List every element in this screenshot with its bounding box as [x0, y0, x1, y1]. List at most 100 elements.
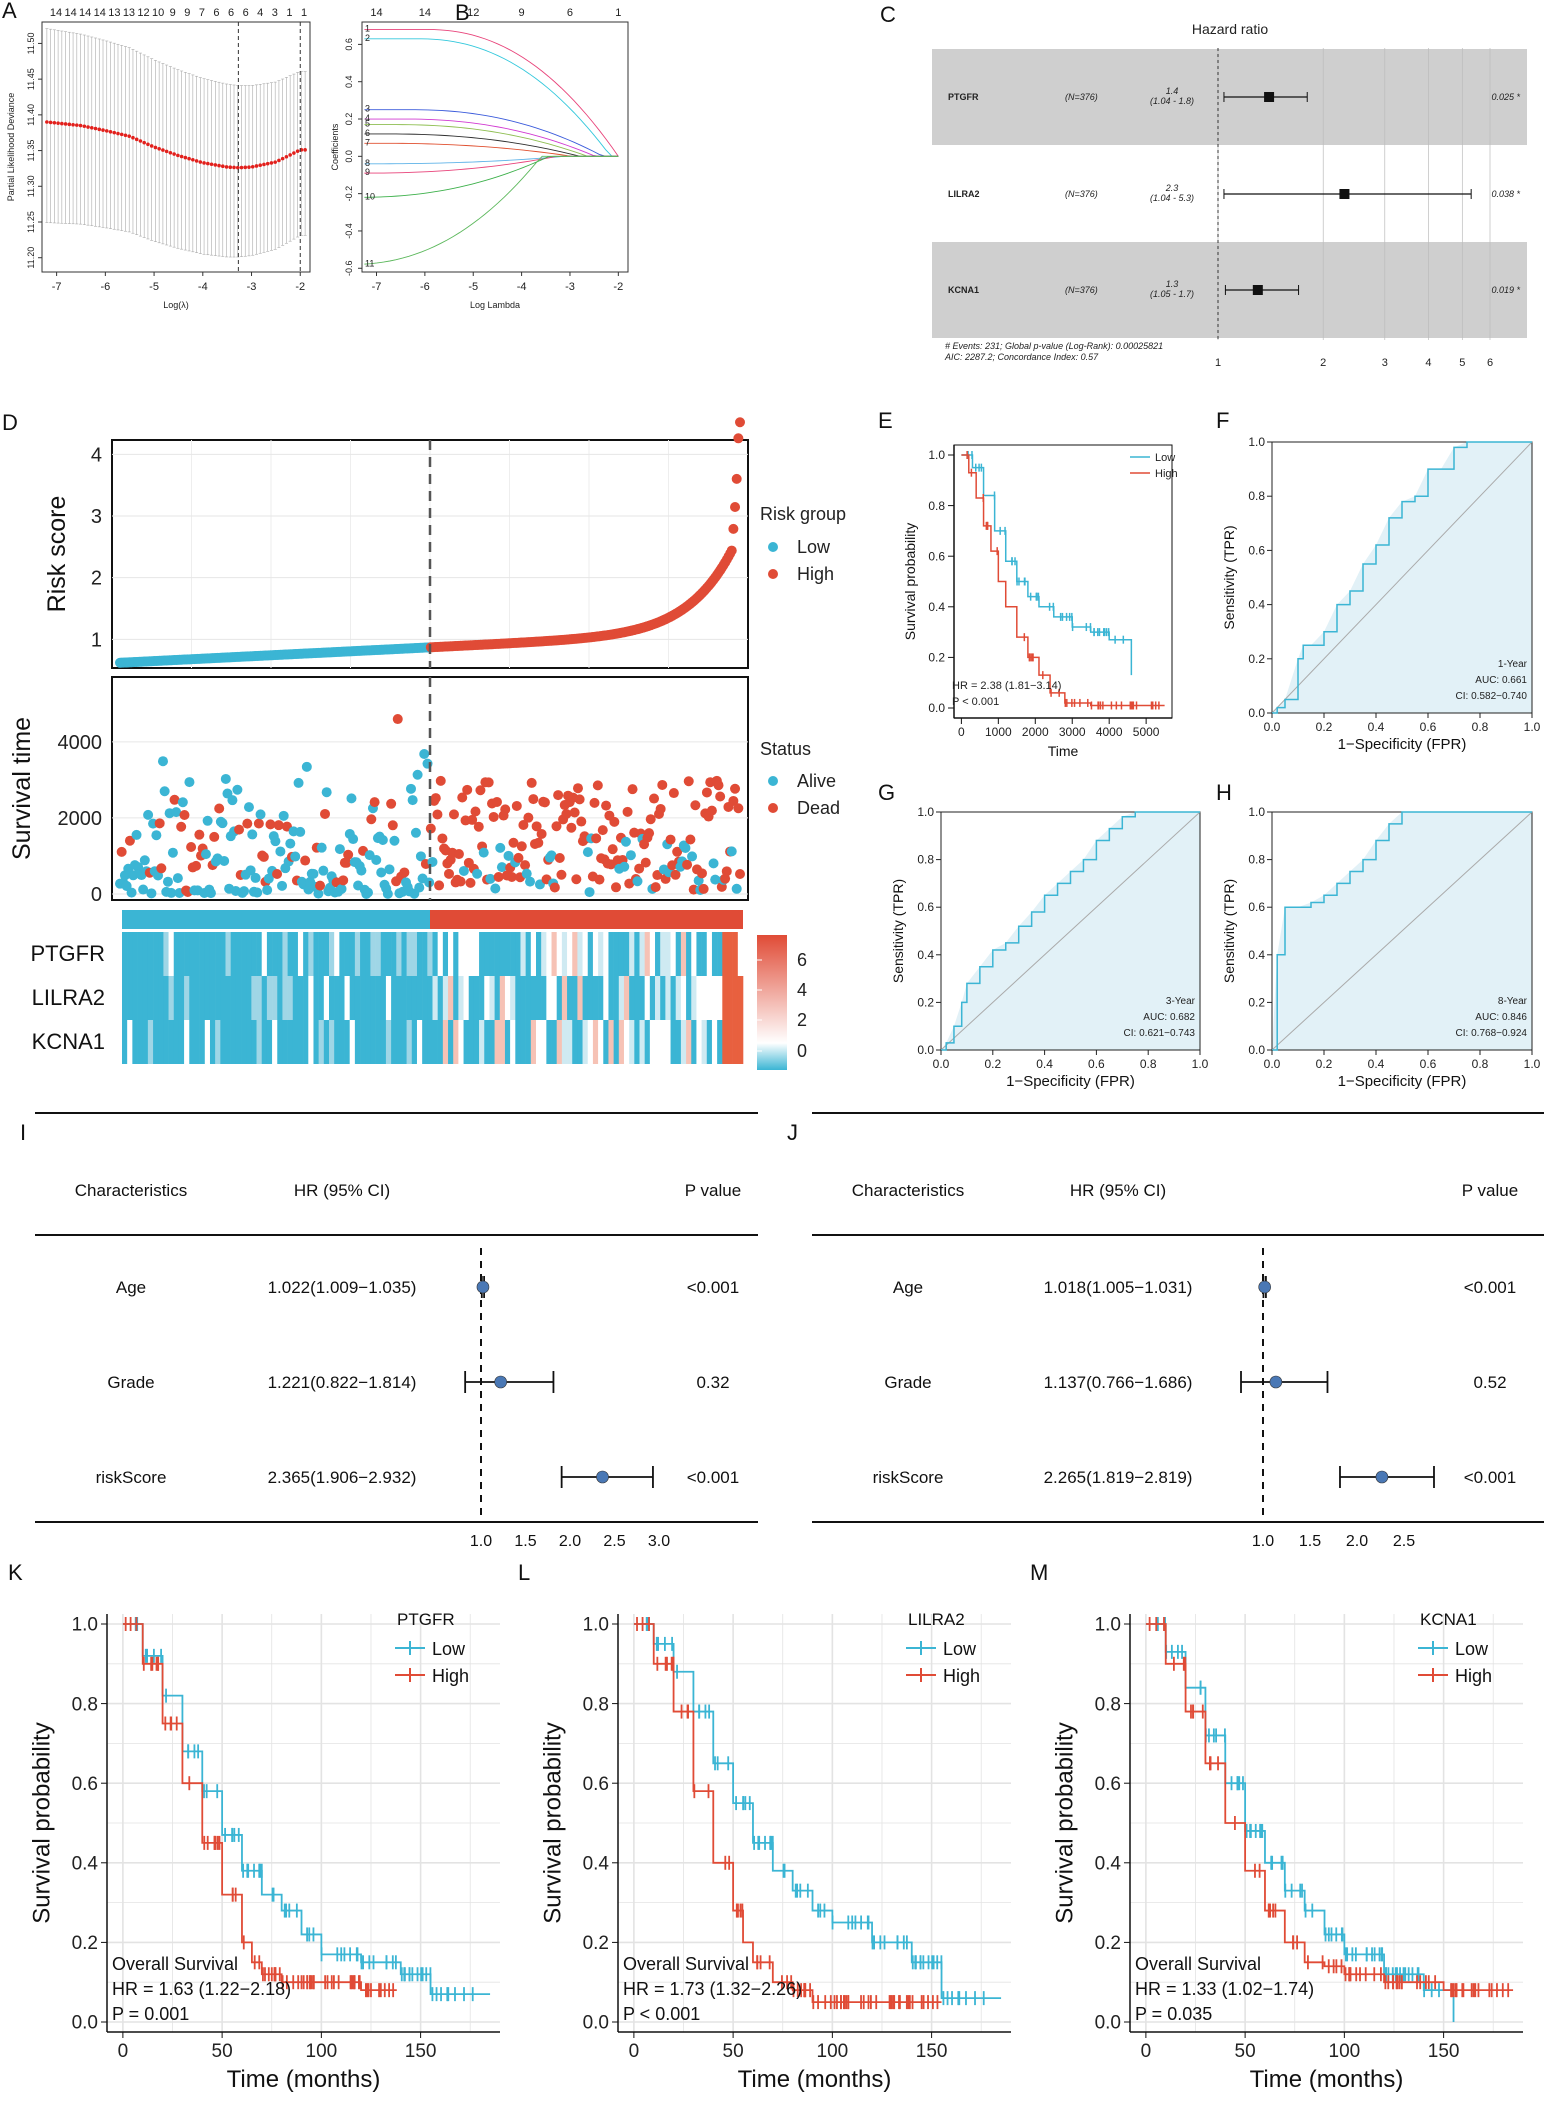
heatmap-cell: [484, 976, 490, 1020]
risk-point: [730, 502, 741, 513]
x-tick-label: 0.2: [1316, 720, 1333, 734]
heatmap-cell: [463, 1020, 470, 1064]
heatmap-cell: [717, 932, 723, 976]
x-tick-label: 1: [1215, 357, 1221, 369]
top-count-label: 1: [615, 7, 621, 19]
cv-point: [123, 133, 128, 138]
survival-point: [611, 882, 621, 893]
coef-label: 8: [365, 158, 370, 168]
heatmap-cell: [448, 976, 454, 1020]
heatmap-cell: [215, 1020, 221, 1064]
heatmap-cell: [339, 932, 345, 976]
y-tick-label: 0.2: [583, 1933, 609, 1954]
heatmap-cell: [189, 932, 195, 976]
heatmap-cell: [344, 1020, 350, 1064]
heatmap-cell: [453, 1020, 459, 1064]
survival-point: [528, 794, 539, 805]
heatmap-cell: [567, 1020, 573, 1064]
x-tick-label: 0.4: [1036, 1057, 1053, 1071]
top-count-label: 6: [567, 7, 573, 19]
heatmap-cell: [168, 976, 175, 1020]
panel-label-g: G: [878, 780, 895, 805]
coef-label: 11: [365, 259, 374, 269]
heatmap-cell: [660, 932, 666, 976]
y-tick-label: 1.0: [1095, 1615, 1121, 1636]
heatmap-cell: [380, 932, 387, 976]
y-axis-label: Sensitivity (TPR): [1221, 525, 1237, 629]
heatmap-cell: [225, 932, 231, 976]
legend-dot: [768, 776, 778, 786]
heatmap-cell: [251, 1020, 257, 1064]
heatmap-cell: [220, 976, 226, 1020]
x-tick-label: 3: [1382, 357, 1388, 369]
roc-curve: [941, 811, 1200, 1051]
heatmap-cell: [282, 976, 288, 1020]
heatmap-cell: [536, 1020, 542, 1064]
survival-point: [275, 846, 286, 857]
survival-point: [387, 820, 398, 831]
heatmap-cell: [680, 1020, 687, 1064]
heatmap-cell: [272, 932, 278, 976]
cv-point: [97, 127, 102, 132]
x-tick-label: 0.0: [933, 1057, 950, 1071]
heatmap-cell: [706, 976, 713, 1020]
risk-point: [726, 545, 737, 556]
survival-point: [232, 784, 243, 795]
heatmap-cell: [246, 1020, 252, 1064]
heatmap-cell: [427, 1020, 433, 1064]
survival-point: [432, 809, 443, 820]
survival-point: [166, 887, 177, 898]
heatmap-cell: [380, 1020, 387, 1064]
panel-k-km: 0 50 100 150 0.0 0.2 0.4 0.6 0.8 1.0 Time (months)…: [29, 1610, 500, 2093]
cv-point: [295, 149, 300, 153]
heatmap-cell: [158, 976, 164, 1020]
survival-point: [290, 851, 301, 862]
x-axis-label: Time: [1048, 743, 1079, 759]
heatmap-cell: [582, 932, 589, 976]
cv-point: [172, 152, 176, 156]
heatmap-cell: [220, 1020, 226, 1064]
x-tick-label: 50: [212, 2041, 233, 2062]
heatmap-cell: [406, 976, 413, 1020]
top-count-label: 7: [199, 7, 205, 19]
x-tick-label: 4000: [1096, 725, 1123, 739]
survival-point: [554, 852, 565, 863]
heatmap-cell: [613, 976, 620, 1020]
survival-point: [184, 777, 195, 788]
legend-label: Low: [432, 1639, 466, 1659]
heatmap-cell: [427, 932, 433, 976]
survival-point: [518, 820, 529, 831]
legend-label: Low: [1155, 452, 1175, 464]
y-axis-label: Survival probability: [902, 523, 918, 641]
heatmap-cell: [665, 932, 671, 976]
heatmap-cell: [225, 1020, 231, 1064]
header-label: HR (95% CI): [294, 1181, 390, 1200]
survival-point: [116, 846, 127, 857]
survival-point: [561, 808, 572, 819]
survival-point: [412, 769, 423, 780]
hr-label: 1.3: [1166, 279, 1179, 289]
header-label: HR (95% CI): [1070, 1181, 1166, 1200]
heatmap-cell: [375, 976, 382, 1020]
heatmap-cell: [572, 1020, 578, 1064]
x-tick-label: 2000: [1022, 725, 1049, 739]
heatmap-cell: [147, 1020, 154, 1064]
heatmap-cell: [608, 976, 614, 1020]
forest-title: Hazard ratio: [1192, 21, 1268, 37]
cv-point: [131, 135, 135, 140]
header-label: P value: [1462, 1181, 1518, 1200]
survival-point: [410, 827, 421, 838]
survival-point: [159, 786, 170, 797]
row-label: riskScore: [96, 1468, 167, 1487]
heatmap-cell: [603, 1020, 609, 1064]
heatmap-cell: [670, 976, 677, 1020]
survival-point: [546, 850, 557, 861]
hr-label: 1.018(1.005−1.031): [1044, 1278, 1193, 1297]
heatmap-cell: [308, 976, 314, 1020]
y-tick-label: 0.6: [1248, 900, 1265, 914]
y-tick-label: 4: [91, 444, 102, 466]
heatmap-cell: [349, 1020, 356, 1064]
cv-point: [116, 131, 120, 136]
high-curve: [961, 454, 1165, 707]
